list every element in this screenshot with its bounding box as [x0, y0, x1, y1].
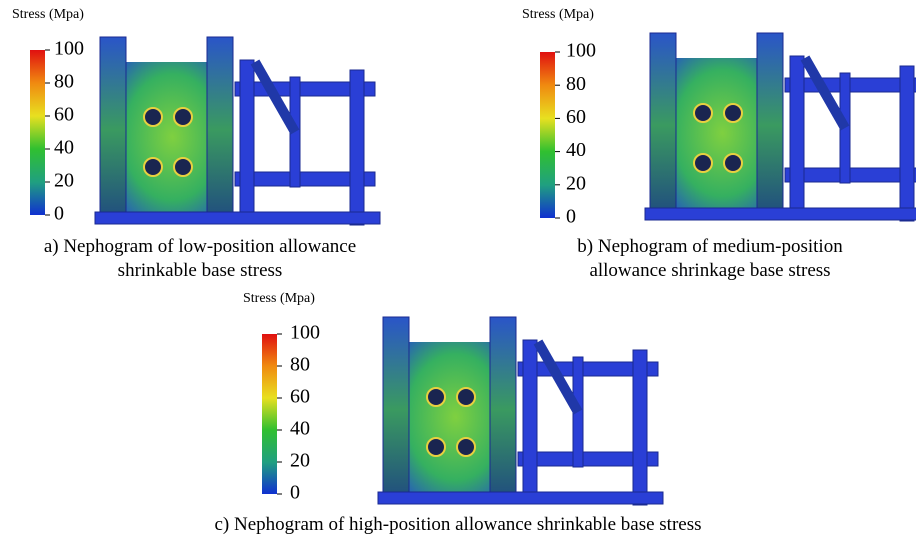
colorbar-tick-label: 20 — [566, 172, 586, 194]
colorbar-tick-label: 100 — [290, 322, 320, 344]
panel: Stress (Mpa) 100 80 60 40 20 0 a) Nephogram of … — [12, 7, 380, 281]
colorbar-tick-label: 80 — [566, 73, 586, 95]
colorbar-tick-label: 40 — [566, 139, 586, 161]
post — [207, 37, 233, 222]
hole — [427, 388, 445, 406]
hole — [694, 104, 712, 122]
colorbar-tick-label: 60 — [290, 386, 310, 408]
hole — [144, 158, 162, 176]
frame-beam — [790, 56, 804, 216]
post — [650, 33, 676, 218]
frame-beam — [900, 66, 914, 221]
base — [95, 212, 380, 224]
brace — [255, 62, 295, 132]
colorbar-label: Stress (Mpa) — [12, 7, 84, 22]
colorbar-label: Stress (Mpa) — [522, 7, 594, 22]
caption: b) Nephogram of medium-position — [577, 236, 843, 257]
caption: a) Nephogram of low-position allowance — [44, 236, 356, 257]
colorbar-tick-label: 60 — [54, 104, 74, 126]
colorbar-tick-label: 80 — [290, 354, 310, 376]
colorbar-tick-label: 100 — [54, 38, 84, 60]
colorbar-tick-label: 80 — [54, 71, 74, 93]
stress-model — [378, 317, 663, 505]
post — [100, 37, 126, 222]
caption: shrinkable base stress — [118, 260, 283, 281]
stress-model — [95, 37, 380, 225]
hole — [427, 438, 445, 456]
hole — [724, 154, 742, 172]
figure: Stress (Mpa) 100 80 60 40 20 0 a) Nephogram of … — [0, 0, 916, 541]
hole — [724, 104, 742, 122]
colorbar-label: Stress (Mpa) — [243, 291, 315, 306]
stress-model — [645, 33, 916, 221]
colorbar — [30, 50, 45, 215]
hole — [144, 108, 162, 126]
colorbar-tick-label: 0 — [54, 203, 64, 225]
colorbar-tick-label: 40 — [290, 418, 310, 440]
panel: Stress (Mpa) 100 80 60 40 20 0b) Nephogram of … — [522, 7, 916, 281]
post — [490, 317, 516, 502]
brace — [538, 342, 578, 412]
hole — [694, 154, 712, 172]
hole — [174, 158, 192, 176]
colorbar-tick-label: 100 — [566, 40, 596, 62]
frame-beam — [350, 70, 364, 225]
post — [757, 33, 783, 218]
colorbar-tick-label: 20 — [290, 450, 310, 472]
frame-beam — [523, 340, 537, 500]
caption: c) Nephogram of high-position allowance … — [214, 514, 701, 535]
base — [378, 492, 663, 504]
colorbar-tick-label: 20 — [54, 170, 74, 192]
colorbar — [540, 52, 555, 218]
base — [645, 208, 916, 220]
hole — [174, 108, 192, 126]
frame-beam — [240, 60, 254, 220]
colorbar — [262, 334, 277, 494]
hole — [457, 388, 475, 406]
colorbar-tick-label: 0 — [290, 482, 300, 504]
post — [383, 317, 409, 502]
panel: Stress (Mpa) 100 80 60 40 20 0 c) Nephogram of … — [214, 291, 701, 535]
colorbar-tick-label: 0 — [566, 206, 576, 228]
brace — [805, 58, 845, 128]
colorbar-tick-label: 40 — [54, 137, 74, 159]
frame-beam — [633, 350, 647, 505]
hole — [457, 438, 475, 456]
colorbar-tick-label: 60 — [566, 106, 586, 128]
caption: allowance shrinkage base stress — [589, 260, 830, 281]
